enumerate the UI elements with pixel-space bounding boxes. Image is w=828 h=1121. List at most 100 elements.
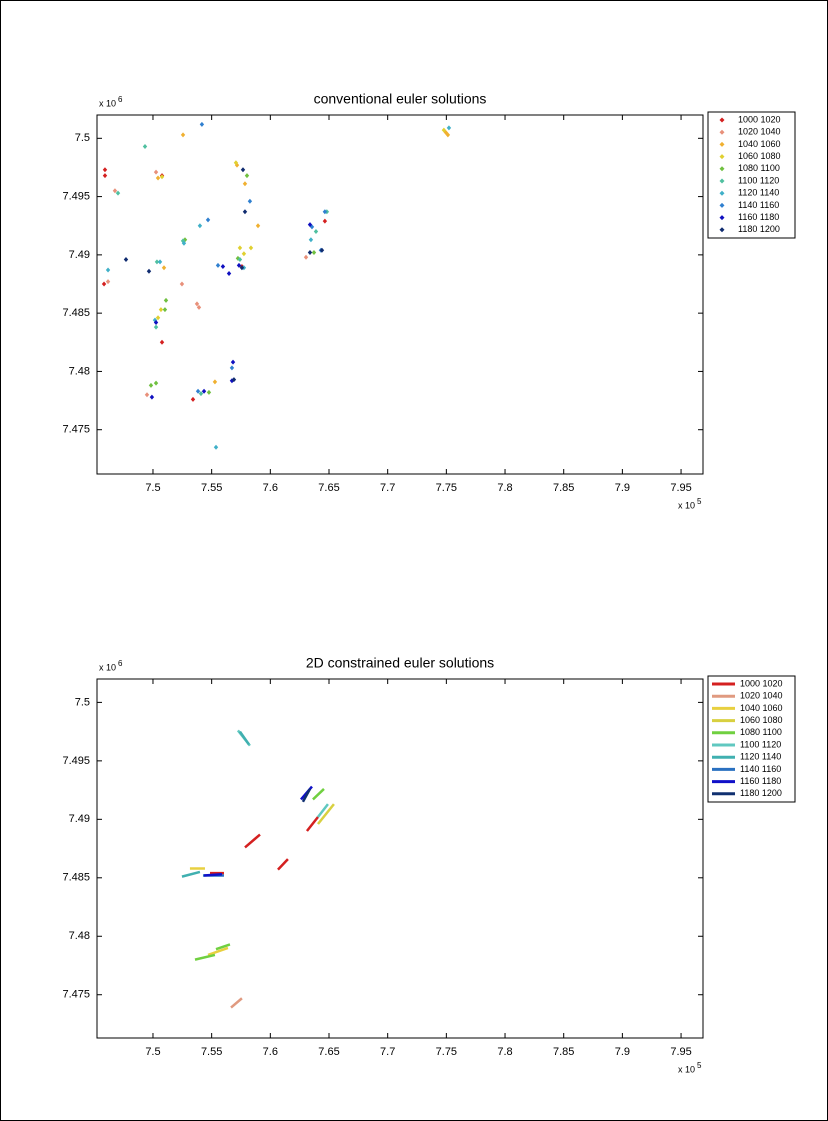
data-point — [195, 388, 201, 394]
data-point — [159, 174, 165, 180]
data-point — [105, 267, 111, 273]
legend-label: 1100 1120 — [738, 175, 779, 185]
x-tick-label: 7.6 — [263, 482, 278, 494]
y-multiplier: x 10 — [99, 98, 116, 108]
data-point — [215, 262, 221, 268]
legend-marker — [719, 202, 725, 208]
y-multiplier-exponent: 6 — [118, 95, 123, 104]
legend-label: 1080 1100 — [738, 163, 780, 173]
data-point — [240, 167, 246, 173]
data-point — [153, 380, 159, 386]
legend-label: 1040 1060 — [740, 703, 783, 713]
data-point — [149, 394, 155, 400]
x-multiplier-exponent: 5 — [697, 1061, 702, 1070]
data-point — [446, 125, 452, 131]
data-point — [148, 382, 154, 388]
data-point — [307, 250, 313, 256]
data-point — [242, 181, 248, 187]
data-point — [241, 251, 247, 257]
x-tick-label: 7.65 — [318, 1046, 339, 1058]
x-tick-label: 7.7 — [380, 482, 395, 494]
x-tick-label: 7.8 — [497, 1046, 512, 1058]
y-tick-label: 7.5 — [75, 696, 90, 708]
data-point — [112, 188, 118, 194]
data-line — [301, 788, 312, 803]
y-multiplier: x 10 — [99, 662, 116, 672]
data-point — [220, 264, 226, 270]
data-point — [201, 388, 207, 394]
data-point — [102, 167, 108, 173]
legend-label: 1120 1140 — [740, 752, 781, 762]
data-point — [247, 198, 253, 204]
data-point — [162, 307, 168, 313]
legend-label: 1000 1020 — [740, 678, 783, 688]
y-tick-label: 7.475 — [62, 424, 90, 436]
data-point — [155, 175, 161, 181]
y-tick-label: 7.485 — [62, 307, 90, 319]
y-tick-label: 7.49 — [69, 813, 90, 825]
data-point — [319, 247, 325, 253]
data-point — [142, 143, 148, 149]
data-point — [197, 223, 203, 229]
data-point — [237, 257, 243, 263]
data-line — [194, 788, 325, 961]
legend-label: 1160 1180 — [740, 776, 781, 786]
data-point — [159, 339, 165, 345]
data-point — [196, 304, 202, 310]
legend-marker — [719, 166, 725, 172]
data-point — [237, 245, 243, 251]
data-point — [102, 173, 108, 179]
legend-marker — [719, 117, 725, 123]
data-point — [231, 377, 237, 383]
y-tick-label: 7.475 — [62, 989, 90, 1001]
data-point — [154, 259, 160, 265]
data-point — [311, 250, 317, 256]
x-tick-label: 7.95 — [670, 482, 691, 494]
x-tick-label: 7.55 — [201, 1046, 222, 1058]
legend-label: 1060 1080 — [740, 715, 783, 725]
data-point — [163, 297, 169, 303]
legend-label: 1040 1060 — [738, 139, 781, 149]
data-point — [239, 265, 245, 271]
legend-marker — [719, 227, 725, 233]
data-point — [153, 324, 159, 330]
data-point — [213, 444, 219, 450]
data-point — [198, 391, 204, 397]
data-point — [235, 255, 241, 261]
legend-marker — [719, 141, 725, 147]
x-tick-label: 7.95 — [670, 1046, 691, 1058]
plot-area — [96, 678, 704, 1039]
legend-label: 1020 1040 — [738, 127, 781, 137]
legend-label: 1060 1080 — [738, 151, 781, 161]
data-point — [445, 132, 451, 138]
data-point — [155, 315, 161, 321]
y-tick-label: 7.49 — [69, 249, 90, 261]
x-multiplier: x 10 — [678, 500, 695, 510]
data-line — [189, 867, 229, 957]
data-point — [144, 392, 150, 398]
legend-label: 1080 1100 — [740, 727, 782, 737]
x-tick-label: 7.8 — [497, 482, 512, 494]
data-point — [308, 237, 314, 243]
data-point — [226, 271, 232, 277]
data-point — [199, 121, 205, 127]
x-tick-label: 7.75 — [436, 482, 457, 494]
y-tick-label: 7.485 — [62, 872, 90, 884]
data-point — [322, 209, 328, 215]
data-point — [313, 229, 319, 235]
y-tick-label: 7.48 — [69, 365, 90, 377]
data-point — [152, 317, 158, 323]
x-multiplier: x 10 — [678, 1064, 695, 1074]
data-point — [229, 378, 235, 384]
data-point — [233, 160, 239, 166]
data-point — [229, 365, 235, 371]
x-tick-label: 7.75 — [436, 1046, 457, 1058]
legend-marker — [719, 215, 725, 221]
legend-label: 1020 1040 — [740, 691, 783, 701]
data-point — [115, 190, 121, 196]
y-tick-label: 7.5 — [75, 132, 90, 144]
legend-label: 1160 1180 — [738, 212, 779, 222]
x-tick-label: 7.5 — [145, 1046, 160, 1058]
legend-marker — [719, 190, 725, 196]
